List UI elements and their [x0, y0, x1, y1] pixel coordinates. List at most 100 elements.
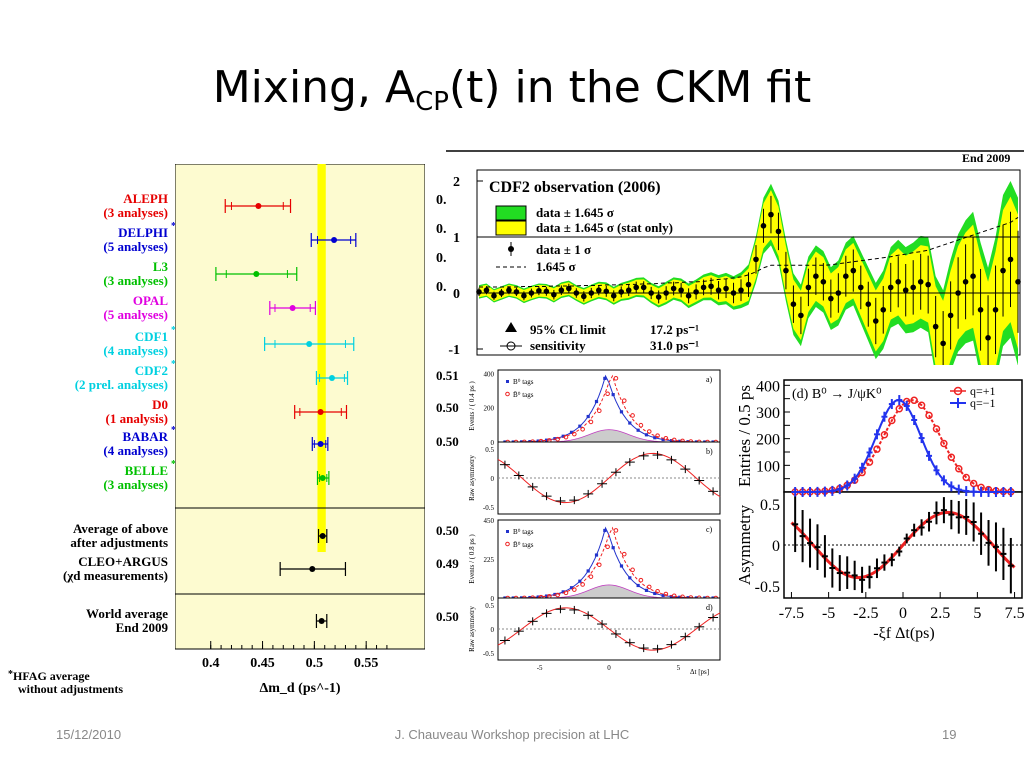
dmd-label-name: BELLE	[124, 463, 168, 478]
cdf-point	[947, 312, 954, 319]
bab-panel-label: c)	[706, 525, 713, 534]
bab-point-filled	[578, 424, 582, 428]
bab-left-label: 0.50	[436, 400, 459, 415]
cdf-point	[678, 287, 684, 293]
bab-point-filled	[628, 421, 632, 425]
bab-point-open	[563, 590, 569, 596]
cdf-point	[880, 307, 887, 313]
dmd-label-sub: (3 analyses)	[103, 477, 168, 492]
cdf-point	[865, 301, 872, 307]
cdf-point	[798, 312, 804, 319]
cdf-point	[536, 287, 542, 294]
bab-point-open	[572, 431, 577, 437]
dmd-label-sub: (4 analyses)	[103, 343, 168, 358]
bab-point-filled	[636, 583, 640, 588]
cdf-point	[985, 335, 991, 341]
bel-ytick-label: 200	[756, 432, 780, 449]
bab-point-filled	[636, 428, 640, 432]
bab-point-open	[663, 591, 669, 597]
cdf-legend-text: 17.2 ps⁻¹	[650, 322, 699, 337]
dmd-panel	[175, 164, 425, 650]
bel-xlabel: -ξf Δt(ps)	[873, 625, 934, 642]
bab-point-open	[630, 567, 635, 573]
dmd-label: BELLE (3 analyses) *	[3, 459, 176, 492]
bab-xtick-label: 0	[607, 664, 611, 672]
cdf-point	[715, 287, 722, 293]
cdf-title: CDF2 observation (2006)	[489, 179, 661, 196]
bab-ylabel: Raw asymmetry	[468, 606, 476, 652]
bab-xlabel: Δt [ps]	[690, 668, 709, 676]
dmd-marker	[331, 237, 338, 243]
dmd-point	[315, 371, 349, 385]
bel-ylabel-bottom: Asymmetry	[735, 504, 754, 585]
cdf-ytick-label: 1	[453, 231, 460, 246]
cdf-point	[977, 307, 984, 313]
bab-xtick-label: 5	[677, 664, 681, 672]
dmd-point	[311, 437, 329, 451]
dmd-label: CDF2 (2 prel. analyses) *	[3, 359, 176, 392]
cdf-corner: End 2009	[962, 151, 1010, 165]
cdf-left-label: 0.	[436, 280, 447, 295]
bab-point-filled	[561, 590, 565, 594]
dmd-point	[215, 267, 298, 281]
cdf-ytick-label: 2	[453, 175, 460, 190]
cdf-legend-text: 31.0 ps⁻¹	[650, 338, 699, 353]
cdf-point	[618, 289, 625, 295]
bab-ytick-label: 225	[484, 556, 495, 564]
cdf-point	[1015, 279, 1021, 285]
bab-asym-curve	[497, 452, 721, 504]
bab-point-filled	[619, 564, 624, 568]
bab-point-open	[563, 434, 569, 440]
dmd-marker	[306, 341, 313, 347]
footnote-line2: without adjustments	[18, 682, 124, 696]
cdf-point	[670, 285, 677, 292]
bel-xtick-label: 5	[973, 605, 981, 622]
cdf-point	[693, 289, 699, 295]
slide-title: Mixing, ACP(t) in the CKM fit	[0, 62, 1024, 117]
bab-legend-text: B⁰ tags	[513, 378, 534, 386]
dmd-label-sub: after adjustments	[70, 535, 168, 550]
bel-xtick-label: -7.5	[779, 605, 804, 622]
dmd-marker	[309, 566, 316, 572]
bel-ytick-label: 300	[756, 405, 780, 422]
bel-ytick-label: 0	[772, 538, 780, 555]
dmd-label-star: *	[171, 359, 176, 370]
dmd-point	[310, 233, 357, 247]
bel-point-open	[955, 464, 963, 473]
cdf-legend-swatch-green	[495, 205, 527, 221]
dmd-label-name: ALEPH	[123, 191, 168, 206]
dmd-label-sub: (1 analysis)	[105, 411, 168, 426]
bab-panel: a) Events / ( 0.4 ps ) 400 200 0 B⁰ tags B̄⁰ t…	[468, 369, 721, 447]
bel-ylabel-top: Entries / 0.5 ps	[735, 385, 754, 487]
dmd-label-sub: (3 analyses)	[103, 273, 168, 288]
dmd-label-sub: (5 analyses)	[103, 239, 168, 254]
bab-ytick-label: 450	[484, 517, 495, 525]
bab-point-open	[596, 562, 602, 568]
bel-xtick-label: 7.5	[1005, 605, 1024, 622]
dmd-label: Average of above after adjustments	[3, 522, 168, 550]
dmd-label-name: L3	[152, 259, 168, 274]
bel-fit-curve	[791, 399, 1015, 493]
dmd-xtick-label: 0.4	[202, 656, 220, 671]
dmd-label: CLEO+ARGUS (χd measurements)	[3, 555, 168, 583]
bab-point-open	[580, 426, 585, 432]
bab-point-filled	[669, 594, 674, 599]
dmd-label: DELPHI (5 analyses) *	[3, 221, 176, 254]
babar-plots: 0.510.500.500.500.490.50a)Events / ( 0.4…	[436, 368, 721, 676]
cdf-point	[902, 287, 909, 293]
cdf-legend-text: sensitivity	[530, 338, 586, 353]
dmd-footnote: *HFAG average without adjustments	[8, 668, 123, 696]
bel-point-open	[962, 473, 970, 482]
bel-ytick-label: 0.5	[760, 497, 780, 514]
dmd-band	[317, 164, 326, 552]
bel-frame-top	[783, 379, 1023, 493]
bab-point-filled	[644, 433, 649, 437]
bel-point-open	[880, 430, 889, 439]
bab-point-filled	[611, 546, 615, 550]
dmd-label-name: CLEO+ARGUS	[78, 554, 168, 569]
dmd-label-name: D0	[152, 397, 168, 412]
dmd-label-star: *	[171, 325, 176, 336]
cdf-point	[970, 273, 976, 279]
dmd-marker	[318, 618, 325, 624]
bab-ytick-label: 0.5	[485, 602, 494, 610]
